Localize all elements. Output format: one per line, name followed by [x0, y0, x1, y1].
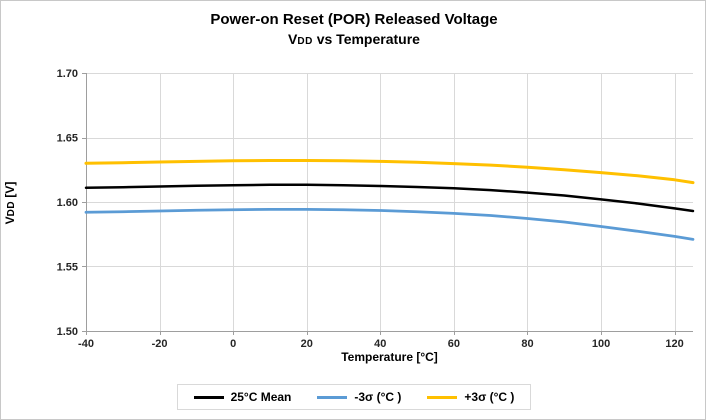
chart-title: Power-on Reset (POR) Released Voltage VD… — [1, 10, 705, 49]
legend-item-minus3sigma: -3σ (°C ) — [317, 390, 401, 404]
legend-box: 25°C Mean -3σ (°C ) +3σ (°C ) — [176, 384, 532, 410]
svg-text:1.50: 1.50 — [57, 326, 78, 338]
legend-swatch — [317, 395, 348, 399]
x-axis-label: Temperature [°C] — [341, 350, 438, 364]
chart-title-line2: VDD vs Temperature — [1, 30, 705, 49]
legend-label: -3σ (°C ) — [354, 390, 402, 404]
legend-label: +3σ (°C ) — [464, 390, 515, 404]
svg-text:1.65: 1.65 — [57, 133, 78, 145]
chart-legend: 25°C Mean -3σ (°C ) +3σ (°C ) — [1, 384, 705, 410]
svg-text:1.60: 1.60 — [57, 197, 78, 209]
subtitle-v: V — [288, 31, 298, 48]
svg-text:120: 120 — [665, 338, 683, 350]
subtitle-rest: vs Temperature — [312, 31, 420, 48]
subtitle-dd: DD — [297, 36, 313, 48]
legend-swatch — [193, 395, 224, 399]
svg-text:100: 100 — [592, 338, 610, 350]
svg-text:0: 0 — [230, 338, 236, 350]
legend-item-mean: 25°C Mean — [193, 390, 292, 404]
chart-title-line1: Power-on Reset (POR) Released Voltage — [210, 11, 498, 28]
svg-text:-40: -40 — [78, 338, 94, 350]
svg-text:60: 60 — [448, 338, 460, 350]
svg-text:20: 20 — [301, 338, 313, 350]
svg-text:1.55: 1.55 — [57, 262, 78, 274]
legend-item-plus3sigma: +3σ (°C ) — [427, 390, 514, 404]
svg-text:80: 80 — [521, 338, 533, 350]
svg-text:1.70: 1.70 — [57, 68, 78, 80]
legend-label: 25°C Mean — [230, 390, 292, 404]
legend-swatch — [427, 395, 458, 399]
svg-text:40: 40 — [374, 338, 386, 350]
svg-text:-20: -20 — [152, 338, 168, 350]
